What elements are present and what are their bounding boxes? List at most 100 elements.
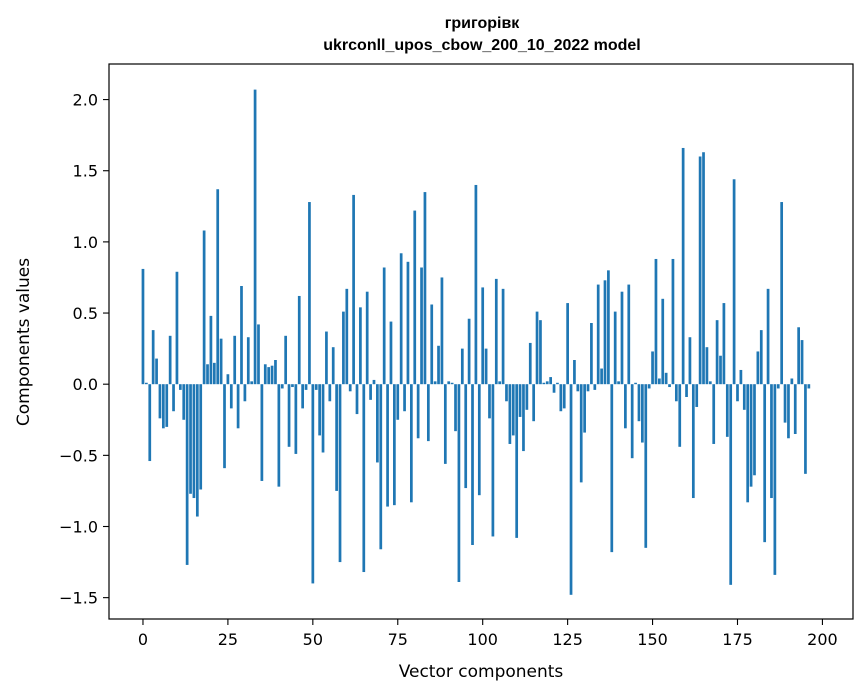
bar bbox=[515, 384, 519, 538]
bar bbox=[630, 384, 634, 459]
bar bbox=[545, 381, 549, 385]
bar bbox=[382, 267, 386, 385]
bar bbox=[399, 253, 403, 385]
bar bbox=[763, 384, 767, 543]
bar bbox=[226, 374, 230, 385]
bar bbox=[617, 381, 620, 385]
bar bbox=[766, 288, 770, 385]
x-tick-label: 50 bbox=[303, 630, 323, 649]
bar bbox=[491, 384, 495, 537]
bar bbox=[280, 384, 284, 389]
bar bbox=[178, 384, 182, 390]
bar bbox=[705, 347, 709, 385]
bar bbox=[406, 261, 410, 385]
bar bbox=[674, 384, 678, 402]
y-axis-ticks: −1.5 −1.0 −0.5 0.0 0.5 1.0 1.5 2.0 bbox=[59, 91, 109, 608]
bar bbox=[797, 327, 801, 385]
y-tick-label: 2.0 bbox=[73, 91, 98, 110]
bar bbox=[294, 384, 298, 454]
bar bbox=[423, 192, 427, 385]
bar bbox=[505, 384, 508, 402]
bar bbox=[454, 384, 457, 432]
bar bbox=[145, 382, 148, 385]
bar bbox=[681, 147, 685, 385]
bar bbox=[528, 342, 532, 385]
bar bbox=[532, 384, 536, 422]
bar bbox=[498, 381, 502, 385]
bar bbox=[352, 194, 355, 385]
bar bbox=[253, 89, 257, 385]
bar bbox=[420, 267, 423, 385]
bar bbox=[627, 284, 631, 385]
bar bbox=[579, 384, 583, 483]
bar bbox=[787, 384, 790, 439]
bar bbox=[488, 384, 491, 419]
bar bbox=[467, 318, 471, 385]
plot-frame bbox=[108, 63, 854, 620]
bar-series bbox=[141, 89, 811, 595]
bar bbox=[328, 384, 332, 402]
x-tick-label: 100 bbox=[467, 630, 498, 649]
bar bbox=[416, 384, 420, 439]
bar bbox=[671, 258, 675, 385]
bar bbox=[219, 338, 223, 385]
bar bbox=[776, 384, 780, 389]
bar bbox=[474, 184, 478, 385]
bar bbox=[569, 384, 573, 595]
bar bbox=[342, 311, 345, 385]
bar bbox=[590, 323, 593, 385]
bar bbox=[511, 384, 515, 436]
bar bbox=[593, 384, 597, 390]
bar bbox=[223, 384, 226, 469]
bar bbox=[559, 384, 563, 412]
bar bbox=[209, 315, 213, 385]
bar bbox=[369, 384, 372, 400]
bar bbox=[365, 291, 369, 385]
bar bbox=[613, 311, 617, 385]
bar bbox=[277, 384, 281, 487]
bar bbox=[386, 384, 389, 507]
bar bbox=[192, 384, 196, 499]
y-tick-label: 1.0 bbox=[73, 233, 98, 252]
x-tick-label: 75 bbox=[388, 630, 408, 649]
bar bbox=[182, 384, 186, 420]
y-tick-label: 0.0 bbox=[73, 375, 98, 394]
bar bbox=[372, 379, 376, 385]
y-tick-label: −1.5 bbox=[59, 589, 98, 608]
bar bbox=[688, 337, 692, 385]
bar bbox=[562, 384, 566, 409]
x-tick-label: 125 bbox=[552, 630, 583, 649]
bar bbox=[267, 367, 271, 385]
bar bbox=[206, 364, 209, 385]
bar bbox=[297, 295, 301, 385]
bar bbox=[736, 384, 739, 402]
y-tick-label: 1.5 bbox=[73, 162, 98, 181]
bar bbox=[389, 321, 393, 385]
bar bbox=[600, 368, 603, 385]
bar bbox=[494, 278, 498, 385]
bar bbox=[314, 384, 318, 390]
bar bbox=[325, 331, 328, 385]
bar bbox=[477, 384, 481, 496]
bar bbox=[759, 330, 763, 385]
bar bbox=[749, 384, 753, 487]
bar bbox=[168, 335, 172, 385]
bar bbox=[522, 384, 525, 452]
bar bbox=[304, 384, 308, 390]
bar bbox=[195, 384, 199, 517]
bar bbox=[484, 348, 488, 385]
bar bbox=[725, 384, 729, 437]
x-axis-label: Vector components bbox=[399, 662, 564, 682]
bar bbox=[637, 384, 641, 422]
y-tick-label: 0.5 bbox=[73, 304, 98, 323]
bar bbox=[742, 384, 746, 410]
bar bbox=[236, 384, 240, 429]
bar bbox=[359, 307, 362, 385]
bar bbox=[535, 311, 539, 385]
bar bbox=[246, 337, 250, 385]
bar bbox=[240, 286, 243, 385]
bar bbox=[243, 384, 247, 402]
bar bbox=[654, 258, 658, 385]
bar bbox=[790, 378, 794, 385]
